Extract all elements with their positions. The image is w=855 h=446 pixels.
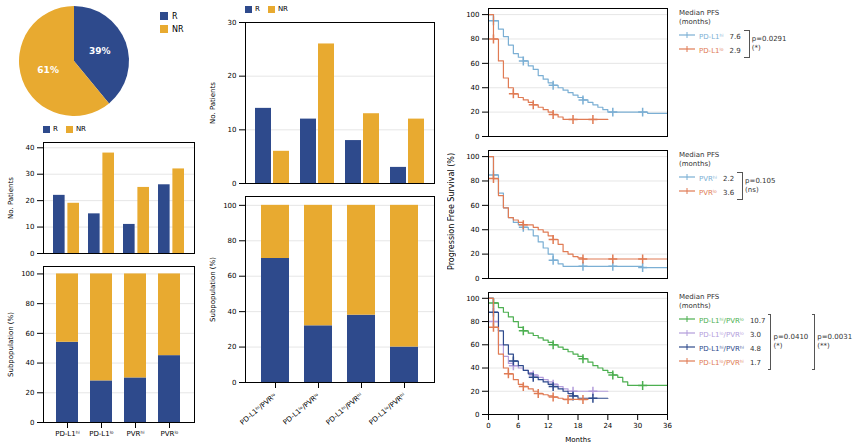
svg-text:60: 60 xyxy=(471,341,480,349)
svg-text:PD-L1ˡᵒ: PD-L1ˡᵒ xyxy=(89,430,114,438)
html-text:PVRʰⁱ: PVRʰⁱ xyxy=(699,175,717,183)
html-text:p=0.105 (ns): p=0.105 (ns) xyxy=(745,177,776,194)
svg-text:40: 40 xyxy=(471,84,480,92)
svg-text:PD-L1ʰⁱ/PVRˡᵒ: PD-L1ʰⁱ/PVRˡᵒ xyxy=(239,392,279,427)
html-text:p=0.0031 (**): p=0.0031 (**) xyxy=(817,333,853,350)
html-text:7.6: 7.6 xyxy=(729,33,741,41)
html-text:3.0: 3.0 xyxy=(749,331,761,339)
svg-text:39%: 39% xyxy=(89,46,111,56)
svg-text:PD-L1ʰⁱ/PVRʰⁱ: PD-L1ʰⁱ/PVRʰⁱ xyxy=(325,392,365,427)
svg-text:0: 0 xyxy=(30,250,34,258)
svg-text:60: 60 xyxy=(471,60,480,68)
svg-text:20: 20 xyxy=(26,389,35,397)
html-text:PVRˡᵒ: PVRˡᵒ xyxy=(699,189,717,197)
svg-text:0: 0 xyxy=(475,133,479,141)
html-text:PD-L1ʰⁱ/PVRʰⁱ: PD-L1ʰⁱ/PVRʰⁱ xyxy=(699,345,744,353)
svg-text:Subpopulation (%): Subpopulation (%) xyxy=(209,257,217,322)
svg-text:Months: Months xyxy=(565,436,591,444)
svg-text:6: 6 xyxy=(516,422,521,430)
svg-text:80: 80 xyxy=(26,300,35,308)
html-text:p=0.0291 (*): p=0.0291 (*) xyxy=(751,35,787,52)
html-text:10.7: 10.7 xyxy=(749,317,766,325)
svg-text:24: 24 xyxy=(603,422,612,430)
html-text:4.8: 4.8 xyxy=(749,345,761,353)
html-text:PD-L1ʰⁱ/PVRˡᵒ: PD-L1ʰⁱ/PVRˡᵒ xyxy=(699,317,744,325)
svg-text:20: 20 xyxy=(471,388,480,396)
html-text:Median PFS (months): Median PFS (months) xyxy=(679,293,720,310)
html-text:1.7: 1.7 xyxy=(749,359,761,367)
svg-text:100: 100 xyxy=(21,270,34,278)
svg-text:100: 100 xyxy=(466,153,479,161)
svg-text:20: 20 xyxy=(228,343,237,351)
svg-text:61%: 61% xyxy=(37,65,59,75)
svg-text:36: 36 xyxy=(663,422,672,430)
html-text:Median PFS (months): Median PFS (months) xyxy=(679,9,720,26)
svg-text:80: 80 xyxy=(471,177,480,185)
html-text:R: R xyxy=(255,5,260,13)
svg-text:0: 0 xyxy=(475,411,479,419)
svg-text:40: 40 xyxy=(26,359,35,367)
svg-text:0: 0 xyxy=(30,419,34,427)
svg-text:No. Patients: No. Patients xyxy=(209,82,217,124)
svg-text:30: 30 xyxy=(633,422,642,430)
svg-text:80: 80 xyxy=(228,237,237,245)
html-text:PD-L1ˡᵒ/PVRˡᵒ: PD-L1ˡᵒ/PVRˡᵒ xyxy=(699,331,744,339)
svg-text:30: 30 xyxy=(228,19,237,27)
svg-text:R: R xyxy=(172,12,178,21)
html-text:NR: NR xyxy=(277,5,288,13)
svg-text:20: 20 xyxy=(471,250,480,258)
svg-text:18: 18 xyxy=(574,422,583,430)
svg-text:0: 0 xyxy=(475,275,479,283)
svg-text:80: 80 xyxy=(471,318,480,326)
svg-text:Subpopulation (%): Subpopulation (%) xyxy=(7,312,15,377)
svg-text:PVRʰⁱ: PVRʰⁱ xyxy=(127,430,145,438)
svg-text:60: 60 xyxy=(26,330,35,338)
html-text:R: R xyxy=(53,125,58,133)
html-text:2.2: 2.2 xyxy=(723,175,735,183)
html-text:Progression Free Survival (%): Progression Free Survival (%) xyxy=(446,153,456,271)
svg-text:20: 20 xyxy=(26,197,35,205)
svg-text:12: 12 xyxy=(544,422,553,430)
svg-text:PD-L1ˡᵒ/PVRˡᵒ: PD-L1ˡᵒ/PVRˡᵒ xyxy=(282,392,322,427)
svg-text:No. Patients: No. Patients xyxy=(7,177,15,219)
svg-text:0: 0 xyxy=(486,422,490,430)
svg-text:30: 30 xyxy=(26,170,35,178)
svg-text:80: 80 xyxy=(471,35,480,43)
svg-text:0: 0 xyxy=(232,180,236,188)
html-text:PD-L1ʰⁱ: PD-L1ʰⁱ xyxy=(699,33,724,41)
svg-text:100: 100 xyxy=(466,11,479,19)
svg-text:PD-L1ʰⁱ: PD-L1ʰⁱ xyxy=(55,430,80,438)
svg-text:0: 0 xyxy=(232,379,236,387)
svg-text:40: 40 xyxy=(228,308,237,316)
svg-text:40: 40 xyxy=(471,226,480,234)
svg-text:10: 10 xyxy=(228,126,237,134)
html-text:2.9: 2.9 xyxy=(729,47,741,55)
svg-text:40: 40 xyxy=(26,144,35,152)
svg-text:20: 20 xyxy=(471,108,480,116)
svg-text:10: 10 xyxy=(26,223,35,231)
svg-text:60: 60 xyxy=(471,202,480,210)
html-text:Median PFS (months): Median PFS (months) xyxy=(679,151,720,168)
svg-text:PD-L1ˡᵒ/PVRʰⁱ: PD-L1ˡᵒ/PVRʰⁱ xyxy=(368,392,408,427)
svg-text:PVRˡᵒ: PVRˡᵒ xyxy=(161,430,179,438)
html-text:NR: NR xyxy=(75,125,86,133)
html-text:p=0.0410 (*): p=0.0410 (*) xyxy=(773,333,809,350)
svg-text:NR: NR xyxy=(172,25,184,34)
svg-text:100: 100 xyxy=(223,202,236,210)
html-text:3.6: 3.6 xyxy=(723,189,735,197)
html-text:PD-L1ˡᵒ: PD-L1ˡᵒ xyxy=(699,47,724,55)
svg-text:40: 40 xyxy=(471,364,480,372)
svg-text:100: 100 xyxy=(466,295,479,303)
svg-text:20: 20 xyxy=(228,72,237,80)
html-text:PD-L1ˡᵒ/PVRʰⁱ: PD-L1ˡᵒ/PVRʰⁱ xyxy=(699,359,744,367)
svg-text:60: 60 xyxy=(228,272,237,280)
